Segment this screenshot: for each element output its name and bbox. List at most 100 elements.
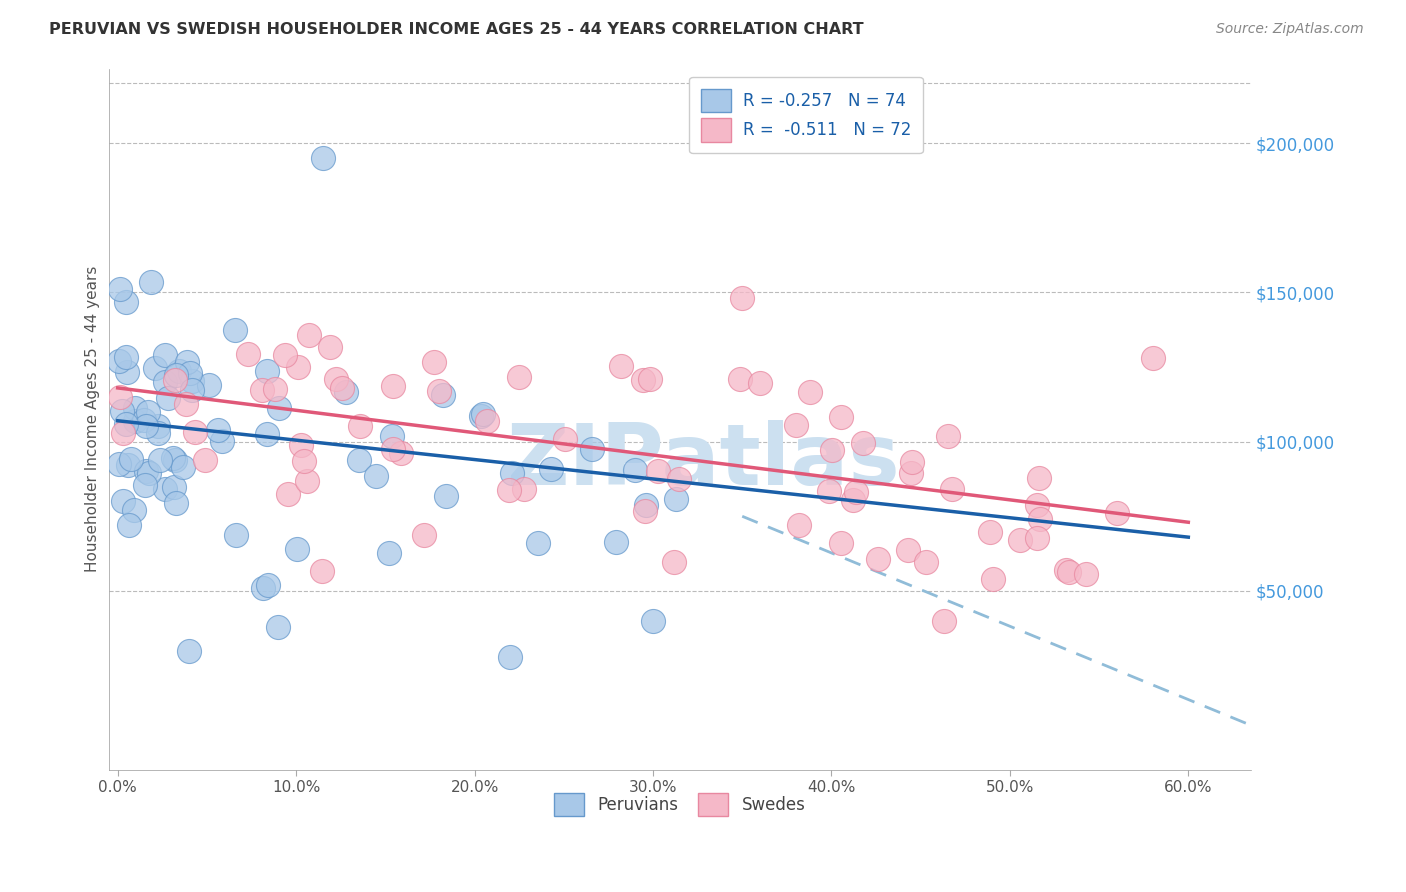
Point — [298, 327, 321, 342]
Point — [120, 452, 142, 467]
Point — [108, 390, 131, 404]
Point — [830, 535, 852, 549]
Point — [499, 649, 522, 664]
Point — [256, 578, 278, 592]
Point — [157, 391, 180, 405]
Point — [941, 482, 963, 496]
Point — [111, 404, 134, 418]
Point — [224, 323, 246, 337]
Point — [325, 372, 347, 386]
Point — [163, 480, 186, 494]
Point — [475, 414, 498, 428]
Point — [347, 452, 370, 467]
Point — [267, 620, 290, 634]
Point — [312, 151, 335, 165]
Point — [108, 282, 131, 296]
Point — [638, 372, 661, 386]
Point — [193, 452, 215, 467]
Point — [1076, 566, 1098, 581]
Point — [381, 379, 404, 393]
Point — [269, 401, 291, 416]
Point — [115, 294, 138, 309]
Point — [155, 348, 177, 362]
Point — [318, 340, 340, 354]
Point — [818, 484, 841, 499]
Point — [134, 477, 156, 491]
Point — [111, 494, 134, 508]
Point — [174, 397, 197, 411]
Point — [1025, 531, 1047, 545]
Point — [981, 573, 1004, 587]
Point — [311, 565, 333, 579]
Point — [381, 429, 404, 443]
Point — [236, 347, 259, 361]
Point — [901, 455, 924, 469]
Point — [501, 466, 523, 480]
Point — [1057, 565, 1080, 579]
Point — [143, 361, 166, 376]
Point — [179, 366, 201, 380]
Point — [115, 365, 138, 379]
Point — [136, 405, 159, 419]
Point — [115, 417, 138, 431]
Point — [132, 413, 155, 427]
Point — [1010, 533, 1032, 547]
Point — [184, 425, 207, 439]
Point — [287, 541, 309, 556]
Point — [932, 614, 955, 628]
Point — [665, 492, 688, 507]
Point — [842, 493, 865, 508]
Point — [749, 376, 772, 390]
Point — [1028, 471, 1050, 485]
Point — [111, 426, 134, 441]
Point — [1026, 498, 1049, 512]
Point — [668, 472, 690, 486]
Point — [633, 504, 655, 518]
Point — [731, 291, 754, 305]
Point — [821, 442, 844, 457]
Point — [295, 475, 318, 489]
Point — [176, 355, 198, 369]
Point — [177, 643, 200, 657]
Point — [153, 482, 176, 496]
Point — [1054, 563, 1077, 577]
Point — [330, 381, 353, 395]
Point — [527, 536, 550, 550]
Point — [198, 378, 221, 392]
Point — [172, 459, 194, 474]
Point — [382, 442, 405, 456]
Point — [508, 370, 530, 384]
Point — [180, 384, 202, 398]
Point — [118, 517, 141, 532]
Point — [429, 384, 451, 398]
Point — [513, 483, 536, 497]
Point — [135, 419, 157, 434]
Point — [165, 373, 187, 387]
Point — [634, 498, 657, 512]
Point — [366, 469, 388, 483]
Point — [165, 453, 187, 467]
Point — [115, 350, 138, 364]
Point — [290, 438, 312, 452]
Point — [979, 524, 1001, 539]
Point — [662, 555, 685, 569]
Point — [845, 485, 868, 500]
Point — [256, 426, 278, 441]
Point — [915, 555, 938, 569]
Point — [423, 354, 446, 368]
Point — [605, 535, 627, 549]
Point — [540, 462, 562, 476]
Point — [292, 453, 315, 467]
Point — [250, 383, 273, 397]
Point — [124, 401, 146, 415]
Point — [868, 551, 890, 566]
Point — [108, 457, 131, 471]
Point — [624, 463, 647, 477]
Point — [165, 368, 187, 382]
Point — [470, 409, 492, 424]
Point — [631, 373, 654, 387]
Point — [225, 528, 247, 542]
Point — [472, 408, 495, 422]
Point — [938, 429, 960, 443]
Y-axis label: Householder Income Ages 25 - 44 years: Householder Income Ages 25 - 44 years — [86, 266, 100, 573]
